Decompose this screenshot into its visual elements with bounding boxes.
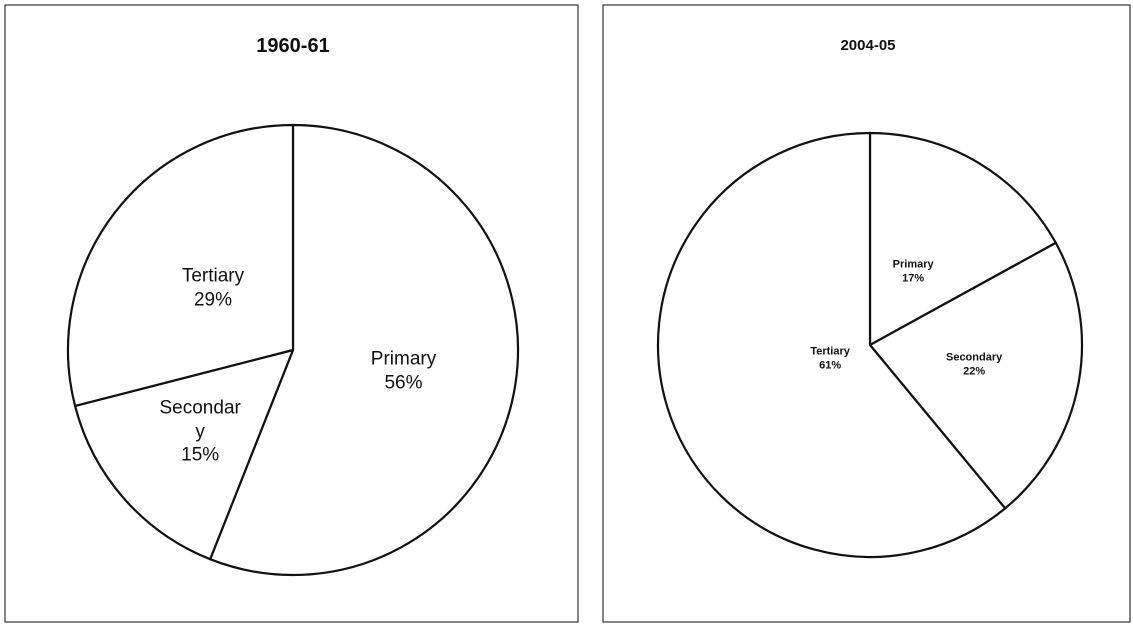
slice-label: Tertiary 29% bbox=[171, 264, 255, 312]
chart-title: 1960-61 bbox=[256, 35, 329, 57]
slice-label: Secondary 15% bbox=[158, 396, 242, 467]
value-label: 61% bbox=[819, 359, 842, 372]
pie-slice bbox=[66, 123, 295, 408]
pie-slice bbox=[209, 123, 520, 577]
slice-label: Secondary 22% bbox=[929, 351, 1019, 379]
category-label: Primary bbox=[370, 348, 437, 370]
value-label: 29% bbox=[193, 288, 232, 310]
pie-slice bbox=[868, 241, 1084, 510]
chart-frame bbox=[4, 4, 579, 623]
category-label: Tertiary bbox=[810, 345, 850, 358]
slice-label: Primary 17% bbox=[868, 258, 958, 286]
pie-slice bbox=[656, 131, 1007, 559]
chart-frame bbox=[602, 4, 1131, 623]
value-label: 15% bbox=[181, 444, 220, 466]
category-label: Primary bbox=[892, 258, 934, 271]
pie-slice bbox=[868, 131, 1057, 347]
slice-label: Tertiary 61% bbox=[785, 346, 875, 374]
pie-slice bbox=[73, 348, 295, 561]
value-label: 17% bbox=[902, 272, 925, 284]
category-label: Secondary bbox=[159, 397, 241, 442]
value-label: 22% bbox=[963, 364, 986, 377]
value-label: 56% bbox=[384, 372, 423, 394]
slice-label: Primary 56% bbox=[362, 347, 446, 395]
category-label: Secondary bbox=[945, 351, 1003, 364]
category-label: Tertiary bbox=[181, 265, 245, 287]
chart-title: 2004-05 bbox=[840, 37, 895, 54]
